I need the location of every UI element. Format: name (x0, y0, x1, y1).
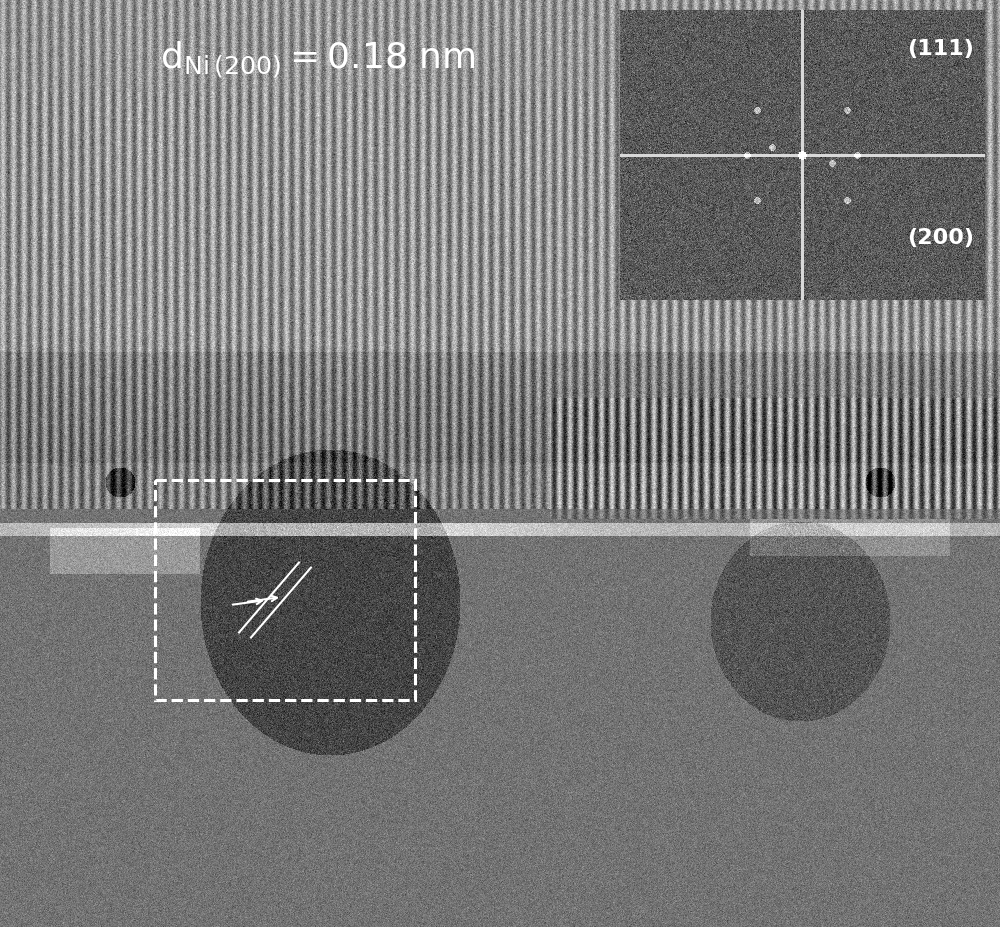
Bar (155, 480, 415, 700)
Text: 2 nm: 2 nm (838, 50, 917, 79)
Text: (111): (111) (907, 39, 974, 59)
Text: (200): (200) (907, 228, 974, 248)
Text: $\mathrm{d}_{\mathrm{Ni\,(200)}}=0.18\ \mathrm{nm}$: $\mathrm{d}_{\mathrm{Ni\,(200)}}=0.18\ \… (160, 40, 476, 81)
